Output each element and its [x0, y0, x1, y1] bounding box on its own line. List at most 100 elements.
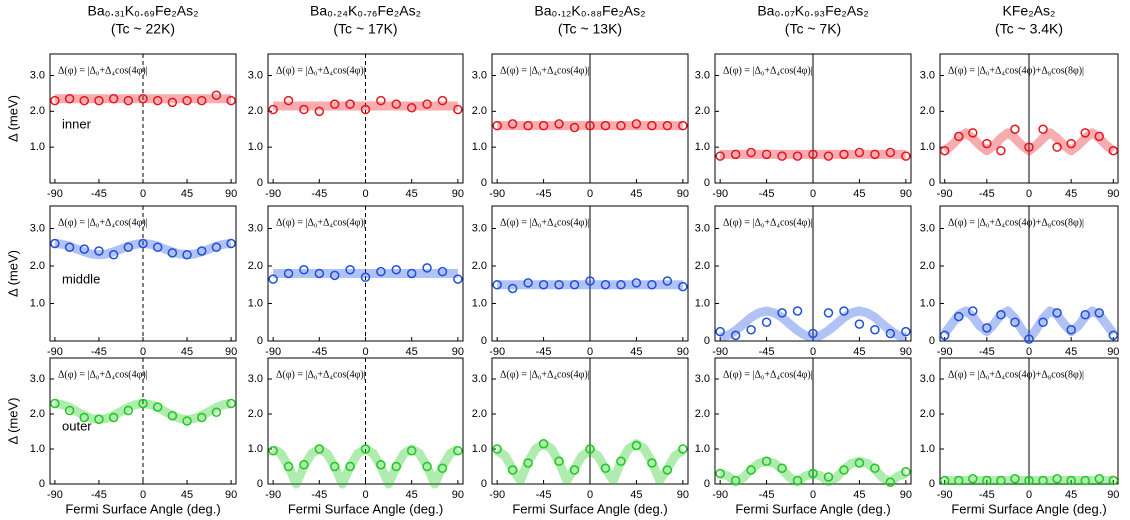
x-tick-label: 90 [1107, 188, 1119, 200]
data-point [138, 238, 148, 249]
x-tick-label: 45 [181, 346, 193, 358]
data-point [64, 94, 75, 104]
data-point [1024, 142, 1034, 152]
data-point [1038, 124, 1048, 134]
data-point [360, 104, 371, 115]
y-tick-label: 2.0 [30, 260, 45, 272]
data-point [523, 120, 533, 131]
data-point [854, 458, 865, 468]
x-tick-label: -90 [489, 489, 505, 501]
data-point [422, 99, 432, 109]
data-point [108, 412, 119, 423]
y-tick-label: 2.0 [248, 105, 263, 117]
data-point [554, 119, 564, 129]
data-point [538, 439, 549, 449]
x-tick-label: 90 [452, 188, 464, 200]
y-tick-label: 1.0 [472, 297, 487, 309]
band-label: inner [62, 116, 92, 131]
x-tick-label: -45 [759, 489, 775, 501]
data-point [885, 328, 896, 339]
formula: Δ(φ) = |Δ₀+Δ₄cos(4φ)| [276, 217, 366, 228]
x-tick-label: -45 [759, 188, 775, 200]
data-point [167, 411, 178, 421]
y-tick-label: 2.0 [472, 260, 487, 272]
x-axis-title: Fermi Surface Angle (deg.) [951, 501, 1106, 516]
data-point [345, 265, 355, 275]
data-point [422, 263, 432, 273]
data-point [523, 278, 533, 288]
y-tick-label: 0 [481, 478, 487, 490]
y-tick-label: 1.0 [695, 297, 710, 309]
x-tick-label: 0 [587, 346, 593, 358]
x-tick-label: 90 [225, 346, 237, 358]
y-tick-label: 1.0 [30, 141, 45, 153]
y-tick-label: 1.0 [30, 443, 45, 455]
y-tick-label: 0 [929, 335, 935, 347]
data-point [1108, 146, 1119, 156]
column-subtitle: (Tc ~ 7K) [785, 21, 841, 37]
data-point [616, 120, 626, 131]
data-point [901, 326, 911, 337]
data-point [982, 138, 992, 149]
data-point [870, 149, 880, 160]
x-tick-label: -45 [311, 188, 327, 200]
data-point [996, 146, 1006, 156]
y-tick-label: 2.0 [695, 260, 710, 272]
x-tick-label: 90 [1107, 489, 1119, 501]
data-point [1052, 142, 1062, 152]
data-point [982, 475, 992, 486]
x-tick-label: 0 [587, 188, 593, 200]
y-tick-label: 2.0 [248, 408, 263, 420]
data-point [1024, 475, 1034, 486]
data-point [662, 120, 673, 131]
data-point [1052, 474, 1062, 484]
data-point [138, 94, 148, 104]
data-point [376, 95, 386, 106]
column-subtitle: (Tc ~ 17K) [333, 21, 397, 37]
data-point [211, 407, 222, 417]
x-tick-label: 45 [853, 489, 865, 501]
x-tick-label: 0 [1026, 346, 1032, 358]
column-title: Ba₀.₁₂K₀.₈₈Fe₂As₂ [534, 3, 645, 19]
data-point [523, 458, 533, 468]
y-tick-label: 3.0 [920, 222, 935, 234]
fit-band [270, 444, 461, 489]
y-tick-label: 3.0 [472, 373, 487, 385]
y-tick-label: 3.0 [695, 373, 710, 385]
data-point [996, 310, 1006, 320]
column-subtitle: (Tc ~ 13K) [558, 21, 622, 37]
data-point [730, 149, 741, 160]
x-tick-label: 45 [630, 346, 642, 358]
data-point [885, 477, 896, 487]
y-tick-label: 2.0 [472, 408, 487, 420]
x-tick-label: 45 [630, 188, 642, 200]
data-point [1038, 317, 1048, 327]
y-tick-label: 2.0 [920, 408, 935, 420]
x-tick-label: -45 [91, 346, 107, 358]
data-point [360, 272, 371, 282]
y-tick-label: 3.0 [30, 373, 45, 385]
x-tick-label: 45 [1065, 346, 1077, 358]
x-tick-label: -45 [311, 346, 327, 358]
data-point [569, 122, 580, 133]
data-point [123, 405, 134, 416]
formula: Δ(φ) = |Δ₀+Δ₄cos(4φ)+Δ₈cos(8φ)| [948, 217, 1084, 228]
data-point [600, 463, 611, 473]
data-point [94, 246, 104, 256]
x-tick-label: -45 [536, 188, 552, 200]
data-point [792, 306, 803, 316]
x-tick-label: -45 [759, 346, 775, 358]
data-point [226, 398, 236, 409]
data-point [138, 398, 148, 409]
x-tick-label: -90 [47, 346, 63, 358]
data-point [554, 456, 564, 466]
fit-band [494, 439, 686, 485]
x-tick-label: 90 [677, 346, 689, 358]
data-point [839, 149, 849, 160]
x-tick-label: -90 [265, 346, 281, 358]
data-point [64, 242, 75, 252]
data-point [939, 146, 950, 156]
x-tick-label: -45 [91, 188, 107, 200]
data-point [730, 475, 741, 486]
y-tick-label: 1.0 [695, 443, 710, 455]
